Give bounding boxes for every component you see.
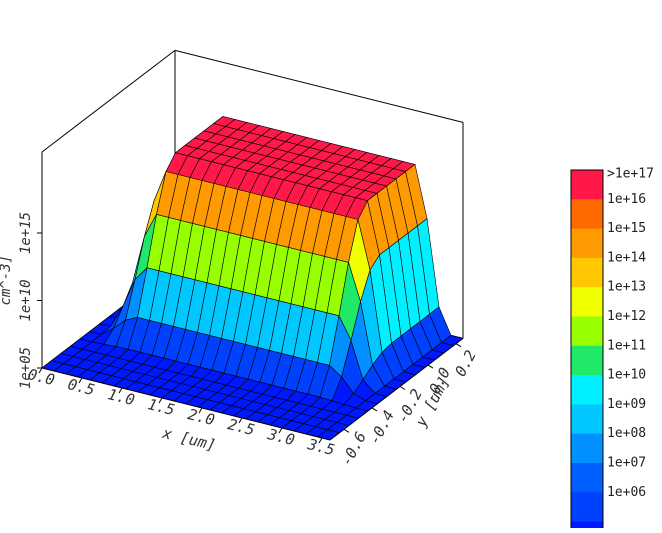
box-edge <box>41 49 176 153</box>
colorbar-swatch <box>571 404 603 435</box>
y-tick <box>455 343 462 348</box>
colorbar-frame <box>570 169 604 533</box>
box-edge <box>174 49 464 123</box>
colorbar-label: 1e+12 <box>607 309 646 324</box>
colorbar-swatch <box>571 287 603 318</box>
x-tick <box>118 387 123 394</box>
colorbar-swatch <box>571 345 603 376</box>
z-tick-label: 1e+10 <box>18 279 34 321</box>
colorbar-label: 1e+10 <box>607 368 646 383</box>
x-tick <box>318 437 323 444</box>
colorbar-label: 1e+15 <box>607 221 646 236</box>
colorbar-swatch <box>571 375 603 405</box>
colorbar: >1e+17 1e+16 1e+15 1e+14 1e+13 1e+12 1e+11 1e+1… <box>570 167 654 533</box>
y-tick <box>371 407 378 412</box>
colorbar-label: 1e+06 <box>607 485 646 500</box>
colorbar-swatch <box>571 170 603 200</box>
x-tick <box>158 397 163 404</box>
colorbar-label: 1e+07 <box>607 456 646 471</box>
colorbar-label: 1e+14 <box>607 250 646 265</box>
x-tick <box>278 427 283 434</box>
colorbar-label: 1e+13 <box>607 280 646 295</box>
y-tick-label: -0.6 <box>337 429 370 469</box>
y-tick <box>427 364 434 369</box>
y-tick <box>343 428 350 433</box>
x-tick <box>38 367 43 374</box>
z-axis-label: cm^-3] <box>0 255 14 306</box>
colorbar-swatch <box>571 228 603 259</box>
x-tick <box>198 407 203 414</box>
colorbar-label: >1e+17 <box>607 167 654 182</box>
x-tick <box>78 377 83 384</box>
colorbar-swatch <box>571 521 603 533</box>
colorbar-label: 1e+09 <box>607 397 646 412</box>
colorbar-swatch <box>571 199 603 230</box>
colorbar-label: 1e+08 <box>607 426 646 441</box>
colorbar-swatch <box>571 463 603 493</box>
z-tick-label: 1e+15 <box>18 212 34 254</box>
x-tick <box>238 417 243 424</box>
colorbar-swatch <box>571 492 603 523</box>
colorbar-label: 1e+16 <box>607 192 646 207</box>
y-tick-label: 0.2 <box>451 347 480 379</box>
z-tick-label: 1e+05 <box>18 347 34 389</box>
y-tick <box>399 386 406 390</box>
box-edge <box>329 337 464 441</box>
colorbar-swatch <box>571 257 603 288</box>
colorbar-swatch <box>571 433 603 464</box>
colorbar-swatch <box>571 316 603 347</box>
y-tick-label: -0.4 <box>365 407 398 447</box>
colorbar-label: 1e+11 <box>607 338 646 353</box>
surface-mesh <box>41 116 464 441</box>
